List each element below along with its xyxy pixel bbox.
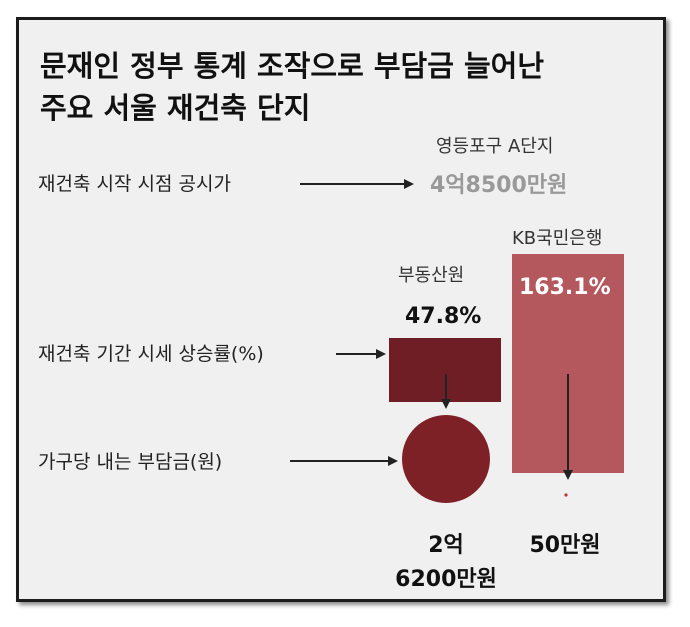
- burden-reb-line1: 2억: [428, 533, 464, 558]
- burden-circle-reb: [402, 415, 490, 503]
- start-price-value: 4억8500만원: [430, 173, 567, 198]
- title-line1: 문재인 정부 통계 조작으로 부담금 늘어난: [40, 49, 544, 83]
- burden-reb-line2: 6200만원: [395, 567, 497, 592]
- burden-label: 가구당 내는 부담금(원): [38, 451, 222, 473]
- complex-name: 영등포구 A단지: [436, 136, 553, 157]
- category-kb-label: KB국민은행: [512, 228, 602, 249]
- category-reb-label: 부동산원: [398, 265, 464, 286]
- burden-kb-value: 50만원: [529, 533, 600, 558]
- value-kb-label: 163.1%: [519, 275, 611, 300]
- rise-label: 재건축 기간 시세 상승률(%): [38, 343, 264, 365]
- burden-dot-kb: [564, 493, 568, 497]
- start-price-label: 재건축 시작 시점 공시가: [38, 173, 231, 195]
- value-reb-label: 47.8%: [405, 304, 481, 329]
- title-line2: 주요 서울 재건축 단지: [40, 91, 310, 125]
